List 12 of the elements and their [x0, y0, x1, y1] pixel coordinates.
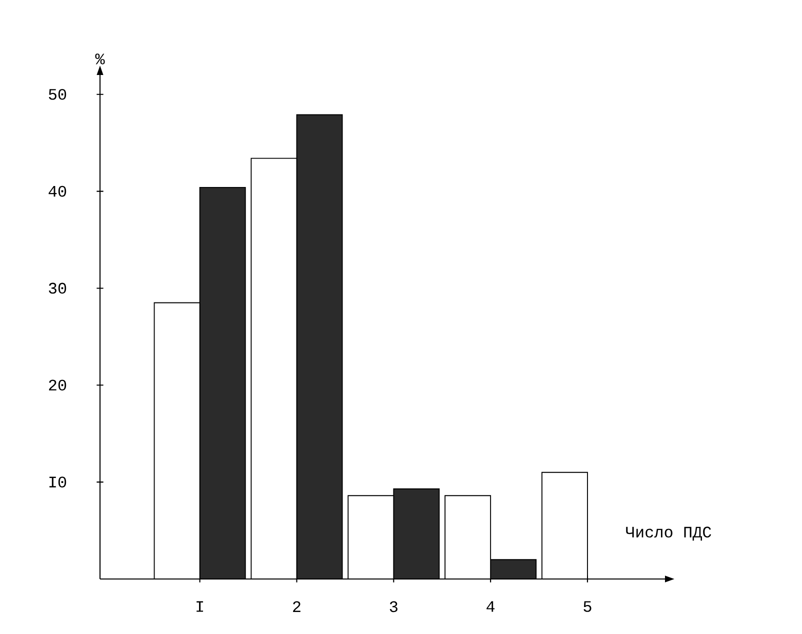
x-tick-label: 2: [293, 601, 300, 612]
x-tick-label: I: [196, 601, 204, 612]
y-tick-label: I0: [49, 476, 66, 488]
y-axis-title: %: [95, 54, 105, 64]
x-tick-label: 5: [584, 601, 592, 612]
x-tick-label: 4: [486, 601, 495, 612]
y-tick-label: 50: [48, 88, 66, 100]
y-tick-label: 40: [48, 186, 66, 197]
y-tick-label: 20: [49, 380, 66, 391]
x-tick-label: 3: [390, 601, 398, 612]
x-axis-title: Число ПДС: [626, 526, 712, 541]
y-tick-label: 30: [48, 282, 66, 294]
